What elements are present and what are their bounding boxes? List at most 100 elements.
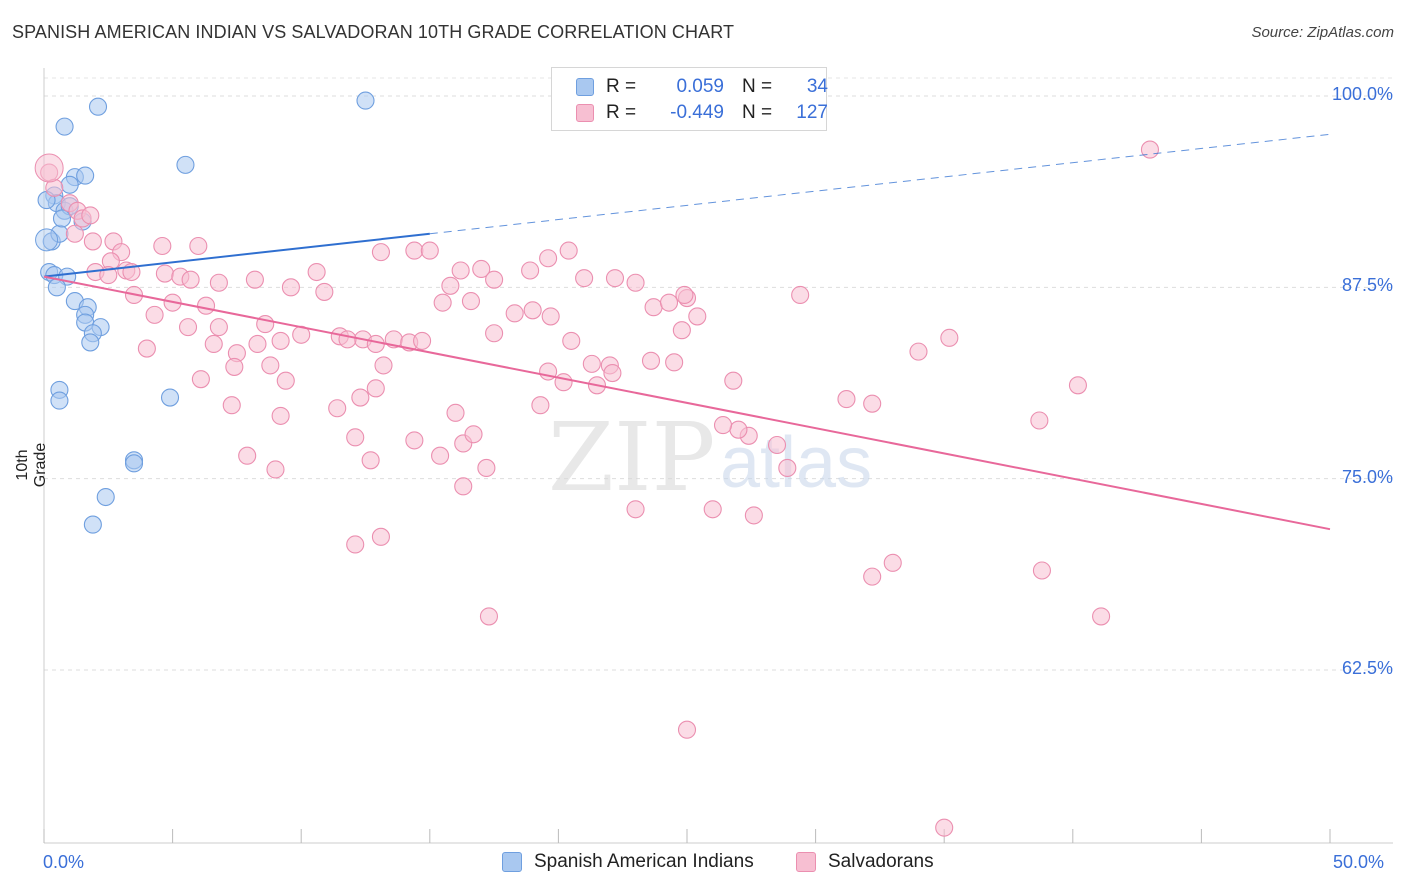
data-point — [81, 333, 100, 352]
legend-label: Spanish American Indians — [534, 851, 754, 872]
data-point — [153, 236, 172, 256]
data-point — [338, 330, 357, 349]
data-point — [76, 166, 95, 185]
stats-legend: R = 0.059 N = 34 R = -0.449 N = 127 — [551, 67, 828, 131]
data-point — [464, 425, 483, 444]
stats-r-value: -0.449 — [670, 102, 724, 123]
legend-swatch-spanish-american-indians — [502, 852, 522, 872]
data-point — [60, 175, 79, 194]
data-point-cluster — [34, 153, 64, 183]
data-point — [863, 394, 882, 413]
data-point — [729, 420, 748, 439]
data-point — [1032, 561, 1051, 580]
data-point — [248, 334, 267, 354]
data-point — [791, 285, 810, 305]
data-point — [137, 339, 156, 358]
data-point — [626, 273, 645, 292]
legend-item-salvadorans[interactable]: Salvadorans — [796, 851, 934, 873]
data-point — [81, 206, 100, 225]
data-point — [245, 270, 264, 289]
data-point — [472, 259, 491, 279]
data-point — [83, 515, 102, 534]
data-point — [315, 282, 334, 301]
chart-title: SPANISH AMERICAN INDIAN VS SALVADORAN 10… — [12, 22, 735, 42]
data-point — [55, 117, 74, 136]
stats-row-spanish-american-indians: R = 0.059 N = 34 — [576, 75, 828, 99]
data-point — [209, 273, 228, 292]
data-point — [160, 388, 180, 407]
data-point — [605, 269, 625, 288]
data-point — [485, 324, 504, 343]
data-point — [225, 357, 244, 376]
data-point — [346, 535, 365, 554]
data-point — [641, 351, 661, 370]
data-point — [204, 334, 223, 354]
data-point — [1068, 376, 1087, 395]
data-point — [328, 399, 347, 418]
trend-line-salvadorans — [43, 275, 1331, 531]
series-salvadorans — [34, 140, 1160, 837]
stats-row-salvadorans: R = -0.449 N = 127 — [576, 101, 828, 125]
data-point — [1030, 411, 1049, 430]
stats-n-value: 127 — [796, 102, 828, 123]
data-point — [356, 91, 375, 110]
legend-item-spanish-american-indians[interactable]: Spanish American Indians — [502, 851, 754, 873]
stats-r-value: 0.059 — [676, 76, 724, 97]
y-axis-label: 10th Grade — [14, 442, 49, 488]
data-point — [603, 364, 622, 383]
x-tick-label-max: 50.0% — [1333, 852, 1385, 872]
data-point — [539, 249, 558, 268]
series-legend: Spanish American Indians Salvadorans — [0, 851, 1406, 877]
data-point — [47, 278, 66, 297]
data-point — [238, 446, 257, 465]
data-point — [209, 318, 228, 337]
data-point — [271, 406, 290, 425]
y-tick-label: 62.5% — [1341, 658, 1393, 678]
data-point — [351, 388, 370, 407]
data-point — [371, 243, 390, 262]
data-point — [479, 607, 499, 626]
data-point — [405, 431, 424, 450]
data-point — [261, 356, 280, 375]
data-point — [145, 305, 164, 324]
data-point — [307, 262, 326, 282]
data-point — [863, 567, 882, 586]
data-point — [441, 276, 460, 295]
data-point — [196, 296, 216, 315]
data-point — [446, 403, 465, 422]
y-tick-label: 87.5% — [1341, 275, 1393, 296]
stats-n-value: 34 — [806, 76, 828, 97]
data-point — [1140, 140, 1160, 159]
data-point — [883, 553, 902, 572]
data-point — [155, 264, 174, 283]
data-point — [461, 292, 481, 311]
data-point — [521, 261, 540, 280]
watermark: ZIP atlas — [548, 403, 872, 513]
trend-lines — [43, 133, 1331, 531]
data-point — [420, 241, 439, 260]
data-point — [778, 458, 797, 478]
data-point — [181, 270, 200, 289]
data-point — [935, 818, 954, 837]
data-point — [713, 416, 733, 435]
data-point — [281, 278, 300, 297]
data-point — [837, 390, 856, 409]
data-point — [266, 460, 285, 479]
data-point — [767, 435, 787, 455]
data-point — [454, 477, 473, 496]
data-point — [374, 356, 393, 375]
stats-swatch-spanish-american-indians — [576, 78, 594, 96]
data-point — [124, 454, 144, 473]
data-point — [575, 269, 594, 288]
data-point — [52, 209, 72, 228]
data-point — [724, 371, 743, 390]
data-point — [405, 241, 424, 260]
watermark-zip: ZIP — [548, 403, 715, 513]
data-point — [531, 396, 550, 415]
data-point — [582, 354, 601, 373]
gridlines — [44, 77, 1393, 671]
data-point — [659, 293, 679, 312]
legend-swatch-salvadorans — [796, 852, 816, 872]
legend-label: Salvadorans — [828, 851, 934, 872]
data-point — [559, 241, 578, 260]
